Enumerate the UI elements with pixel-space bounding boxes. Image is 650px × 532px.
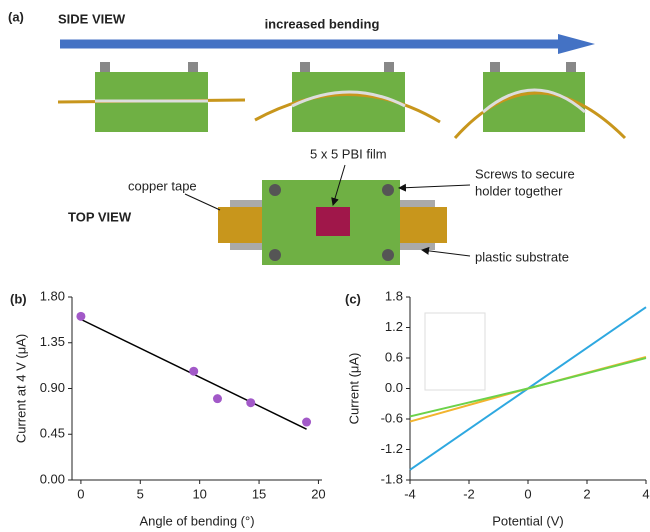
screws-label: holder together — [475, 183, 563, 198]
side-view-label: SIDE VIEW — [58, 11, 126, 26]
data-point — [246, 398, 256, 408]
y-axis-label: Current (μA) — [346, 353, 361, 425]
y-tick-label: 0.6 — [385, 349, 403, 364]
y-tick-label: -1.2 — [381, 441, 403, 456]
data-point — [76, 311, 86, 321]
top-view-label: TOP VIEW — [68, 209, 132, 224]
panel-a: (a) SIDE VIEW increased bending TOP VIEW… — [8, 9, 627, 265]
x-tick-label: 2 — [583, 486, 590, 501]
y-tick-label: -0.6 — [381, 410, 403, 425]
arrow-label: increased bending — [265, 16, 380, 31]
pointer — [331, 164, 346, 206]
data-point — [212, 394, 222, 404]
pointer — [421, 246, 471, 257]
y-tick-label: 1.80 — [40, 288, 65, 303]
x-tick-label: 5 — [137, 486, 144, 501]
y-tick-label: 0.0 — [385, 380, 403, 395]
x-axis-label: Potential (V) — [492, 513, 564, 528]
x-tick-label: -2 — [463, 486, 475, 501]
holder-more-bent — [453, 62, 627, 140]
y-tick-label: -1.8 — [381, 471, 403, 486]
holder-flat — [57, 62, 246, 132]
y-tick-label: 1.8 — [385, 288, 403, 303]
x-tick-label: -4 — [404, 486, 416, 501]
pointer — [184, 193, 221, 211]
arrow-head — [558, 34, 595, 54]
panel-label: (b) — [10, 291, 27, 306]
data-point — [302, 417, 312, 427]
data-line — [409, 357, 647, 418]
holder-bent — [254, 62, 441, 132]
panel-label: (c) — [345, 291, 361, 306]
pointer — [398, 183, 471, 192]
legend-box — [424, 312, 486, 391]
substrate-label: plastic substrate — [475, 249, 569, 264]
y-tick-label: 1.2 — [385, 319, 403, 334]
film-label: 5 x 5 PBI film — [310, 146, 387, 161]
screws-label: Screws to secure — [475, 166, 575, 181]
y-tick-label: 1.35 — [40, 334, 65, 349]
x-tick-label: 10 — [192, 486, 206, 501]
top-holder — [218, 180, 447, 265]
y-tick-label: 0.90 — [40, 380, 65, 395]
y-axis-label: Current at 4 V (μA) — [13, 334, 28, 443]
y-tick-label: 0.45 — [40, 426, 65, 441]
x-tick-label: 20 — [311, 486, 325, 501]
x-tick-label: 0 — [524, 486, 531, 501]
x-tick-label: 0 — [77, 486, 84, 501]
x-axis-label: Angle of bending (°) — [139, 513, 254, 528]
data-point — [189, 366, 199, 376]
x-tick-label: 15 — [252, 486, 266, 501]
copper-label: copper tape — [128, 178, 197, 193]
y-tick-label: 0.00 — [40, 471, 65, 486]
panel-label: (a) — [8, 9, 24, 24]
x-tick-label: 4 — [642, 486, 649, 501]
